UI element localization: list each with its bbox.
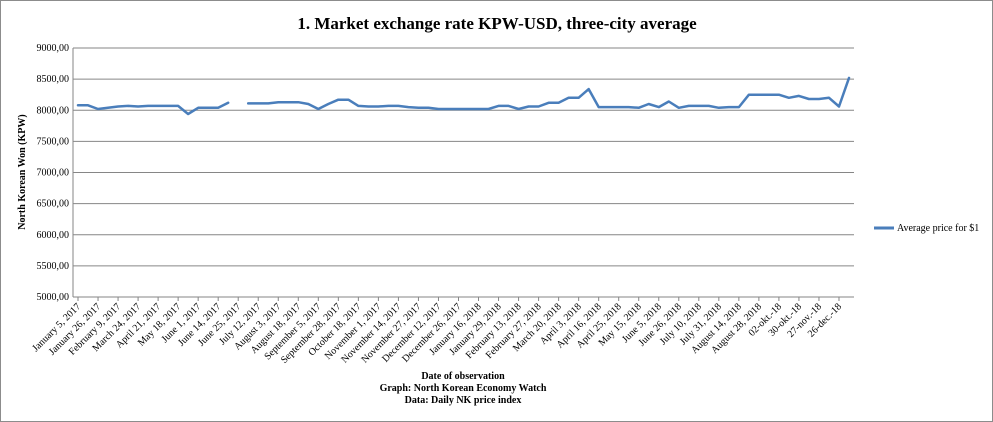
series-line [246, 76, 851, 111]
series-layer [76, 76, 851, 116]
chart-title: 1. Market exchange rate KPW-USD, three-c… [297, 14, 697, 33]
y-tick-label: 7500,00 [37, 136, 70, 147]
legend: Average price for $1 [874, 223, 979, 234]
source-line-data: Data: Daily NK price index [405, 395, 522, 406]
source-line-graph: Graph: North Korean Economy Watch [380, 383, 547, 394]
y-tick-label: 7000,00 [37, 168, 70, 179]
y-tick-label: 8500,00 [37, 74, 70, 85]
y-tick-label: 6000,00 [37, 230, 70, 241]
y-tick-label: 6500,00 [37, 199, 70, 210]
axes [72, 48, 854, 298]
gridlines [73, 47, 854, 298]
x-axis-title: Date of observation [421, 371, 505, 382]
y-tick-labels: 5000,00 5500,00 6000,00 6500,00 7000,00 7500,… [37, 43, 70, 303]
y-tick-label: 9000,00 [37, 43, 70, 54]
y-axis-title: North Korean Won (KPW) [17, 114, 28, 229]
y-tick-label: 5000,00 [37, 292, 70, 303]
y-tick-label: 5500,00 [37, 261, 70, 272]
legend-label: Average price for $1 [897, 223, 979, 234]
y-tick-label: 8000,00 [37, 105, 70, 116]
series-line [76, 101, 230, 116]
